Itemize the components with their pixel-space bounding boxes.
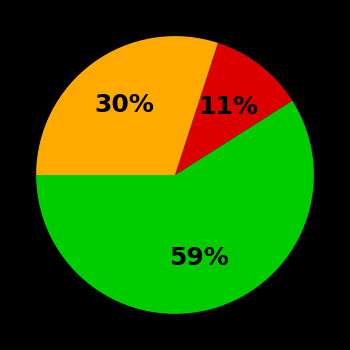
Wedge shape (36, 36, 218, 175)
Text: 11%: 11% (198, 95, 258, 119)
Wedge shape (36, 100, 314, 314)
Wedge shape (175, 43, 292, 175)
Text: 30%: 30% (94, 93, 154, 117)
Text: 59%: 59% (169, 246, 229, 270)
